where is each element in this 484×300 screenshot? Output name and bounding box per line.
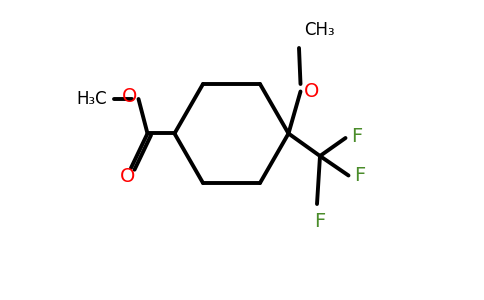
Text: F: F: [351, 127, 363, 146]
Text: F: F: [315, 212, 326, 231]
Text: H₃C: H₃C: [76, 90, 107, 108]
Text: O: O: [121, 87, 137, 106]
Text: O: O: [303, 82, 319, 101]
Text: F: F: [354, 166, 366, 185]
Text: O: O: [120, 167, 135, 187]
Text: CH₃: CH₃: [304, 21, 335, 39]
